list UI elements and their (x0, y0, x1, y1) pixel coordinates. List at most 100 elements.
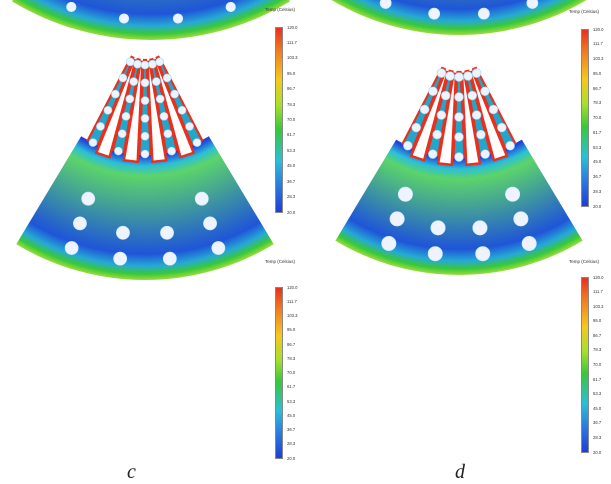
cooling-hole (480, 86, 490, 96)
yoke-hole (116, 225, 130, 240)
cooling-hole (159, 112, 169, 121)
yoke-hole (64, 241, 79, 255)
legend-tick-label: 111.7 (287, 39, 297, 45)
legend-tick-label: 28.3 (287, 441, 296, 447)
legend-tick-label: 28.3 (593, 188, 602, 194)
legend-tick-label: 103.3 (593, 303, 604, 309)
yoke-hole (427, 246, 443, 262)
cooling-hole (125, 94, 135, 104)
cooling-hole (96, 122, 105, 131)
yoke-hole (505, 186, 521, 202)
cooling-hole (148, 59, 157, 69)
legend-title: Temp (Celsius) (265, 7, 296, 12)
yoke-hole (203, 216, 217, 231)
legend-tick-label: 20.0 (287, 209, 296, 215)
yoke-hole (472, 220, 488, 236)
color-scale-bar (275, 287, 283, 459)
legend-tick-label: 53.3 (287, 147, 296, 153)
stator-body (16, 136, 274, 280)
cooling-hole (505, 141, 515, 151)
yoke-hole (428, 7, 441, 20)
cooling-hole (488, 104, 499, 115)
yoke-hole (521, 236, 537, 252)
cooling-hole (118, 73, 128, 83)
legend-tick-label: 36.7 (593, 420, 602, 426)
thermal-panel-b: Temp (Celsius) 120.0 111.7 103.3 95.0 86.7 78… (315, 0, 611, 245)
cooling-hole (121, 112, 131, 121)
legend-tick-label: 120.0 (593, 26, 604, 32)
cooling-hole (467, 90, 478, 101)
cooling-hole (445, 71, 455, 81)
cooling-hole (497, 122, 507, 133)
cooling-hole (476, 129, 486, 140)
cooling-hole (152, 77, 161, 86)
yoke-hole (172, 13, 184, 24)
cooling-hole (440, 90, 451, 101)
cooling-hole (129, 77, 138, 86)
cooling-hole (140, 96, 150, 105)
legend-d: Temp (Celsius) 120.0 111.7 103.3 95.0 86.7 78… (567, 255, 611, 460)
legend-tick-label: 20.0 (593, 203, 602, 209)
thermal-panel-d: Temp (Celsius) 120.0 111.7 103.3 95.0 86.7 78… (315, 66, 611, 483)
color-scale-bar (275, 27, 283, 213)
color-scale-bar (581, 29, 589, 207)
cooling-hole (177, 105, 187, 115)
legend-tick-label: 78.3 (287, 101, 296, 107)
cooling-hole (185, 122, 194, 131)
cooling-hole (163, 129, 173, 139)
legend-tick-label: 45.0 (287, 163, 296, 169)
legend-tick-label: 36.7 (287, 427, 296, 432)
legend-tick-label: 111.7 (593, 41, 603, 47)
yoke-hole (66, 1, 77, 13)
cooling-hole (436, 68, 447, 78)
legend-tick-label: 120.0 (287, 24, 298, 30)
cooling-hole (419, 104, 430, 115)
cooling-hole (111, 89, 120, 99)
cooling-hole (471, 110, 482, 120)
legend-a: Temp (Celsius) 120.0 111.7 103.3 95.0 86.7 78… (261, 5, 305, 225)
stator-slice-b (331, 0, 587, 35)
legend-tick-label: 70.0 (593, 362, 602, 367)
yoke-hole (475, 246, 491, 262)
cooling-hole (133, 59, 142, 69)
legend-tick-label: 70.0 (287, 117, 296, 122)
legend-tick-label: 111.7 (287, 298, 297, 304)
legend-b: Temp (Celsius) 120.0 111.7 103.3 95.0 86.7 78… (567, 5, 611, 215)
yoke-hole (430, 220, 446, 236)
legend-tick-label: 78.3 (593, 347, 602, 353)
legend-tick-label: 53.3 (287, 398, 296, 404)
legend-tick-label: 78.3 (593, 100, 602, 106)
cooling-hole (88, 138, 98, 147)
cooling-hole (117, 129, 127, 139)
stator-body (11, 0, 291, 40)
caption-c: c (127, 461, 136, 483)
yoke-hole (389, 211, 405, 227)
legend-tick-label: 103.3 (287, 313, 298, 318)
legend-tick-label: 61.7 (593, 376, 602, 382)
color-scale-bar (581, 277, 589, 453)
legend-tick-label: 70.0 (593, 115, 602, 120)
legend-tick-label: 103.3 (287, 55, 298, 61)
yoke-hole (81, 191, 96, 206)
yoke-hole (162, 251, 177, 266)
legend-tick-label: 61.7 (287, 384, 296, 390)
cooling-hole (463, 71, 473, 81)
stator-slice-d (335, 66, 583, 276)
legend-tick-label: 45.0 (593, 405, 602, 411)
cooling-hole (162, 73, 172, 83)
cooling-hole (170, 89, 179, 99)
cooling-hole (192, 138, 202, 147)
cooling-hole (140, 149, 150, 159)
legend-tick-label: 86.7 (593, 332, 602, 338)
cooling-hole (140, 78, 150, 88)
cooling-hole (454, 92, 464, 102)
stator-body (335, 139, 583, 276)
cooling-hole (140, 131, 150, 141)
stator-body (331, 0, 587, 35)
yoke-hole (526, 0, 539, 9)
legend-tick-label: 103.3 (593, 56, 604, 61)
caption-d: d (455, 461, 465, 483)
legend-tick-label: 95.0 (287, 327, 296, 333)
yoke-hole (211, 241, 226, 255)
yoke-hole (118, 13, 130, 24)
